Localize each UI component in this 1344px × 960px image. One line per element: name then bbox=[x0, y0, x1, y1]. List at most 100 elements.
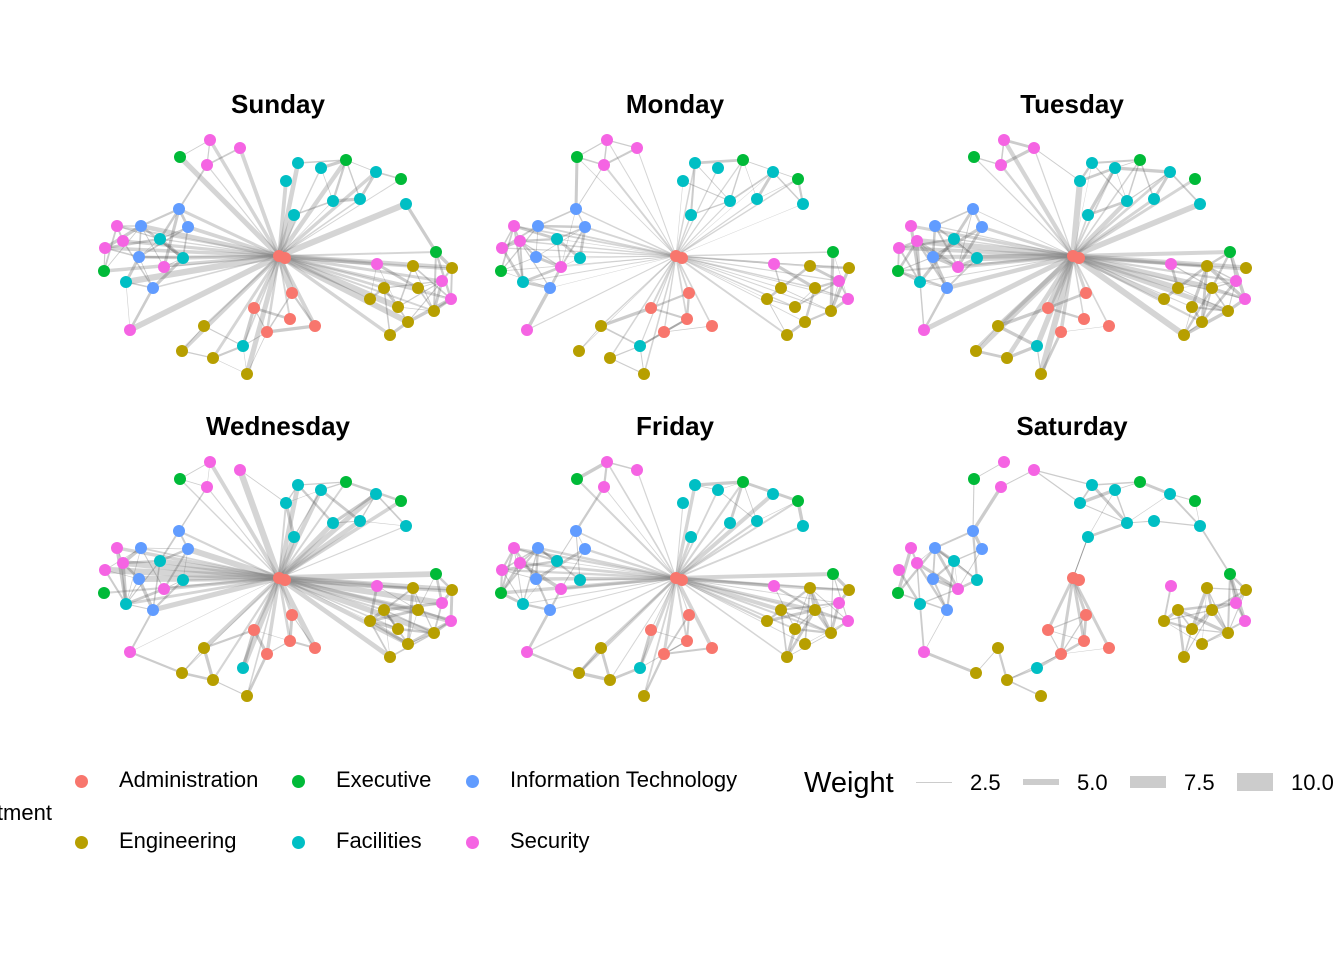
edge bbox=[934, 208, 974, 227]
edge bbox=[526, 650, 580, 675]
edge bbox=[1071, 253, 1186, 338]
node-information-technology bbox=[544, 604, 556, 616]
edge bbox=[163, 576, 280, 591]
edge bbox=[1072, 253, 1213, 291]
edge bbox=[909, 225, 922, 283]
edge bbox=[383, 609, 435, 634]
edge bbox=[138, 255, 184, 260]
edge bbox=[575, 530, 581, 581]
edge bbox=[675, 576, 811, 590]
edge bbox=[1126, 159, 1141, 202]
node-engineering bbox=[1172, 282, 1184, 294]
edge bbox=[152, 255, 280, 289]
node-security bbox=[117, 557, 129, 569]
edge bbox=[600, 306, 652, 328]
node-facilities bbox=[315, 162, 327, 174]
edge bbox=[945, 560, 956, 611]
node-engineering bbox=[825, 627, 837, 639]
node-engineering bbox=[809, 604, 821, 616]
node-security bbox=[514, 235, 526, 247]
edge bbox=[1033, 469, 1081, 504]
edge bbox=[1199, 525, 1231, 575]
edge bbox=[922, 253, 1075, 333]
edge bbox=[278, 255, 291, 320]
edge bbox=[1200, 265, 1209, 323]
node-executive bbox=[430, 568, 442, 580]
edge bbox=[1047, 306, 1085, 321]
edge bbox=[922, 287, 949, 331]
edge bbox=[266, 324, 316, 334]
edge bbox=[103, 576, 280, 595]
edge bbox=[501, 559, 558, 572]
edge bbox=[932, 254, 1074, 259]
edge bbox=[675, 255, 811, 267]
edge bbox=[129, 609, 154, 653]
node-information-technology bbox=[927, 573, 939, 585]
edge bbox=[809, 587, 849, 622]
edge bbox=[675, 214, 692, 257]
node-facilities bbox=[177, 574, 189, 586]
panel-title: Saturday bbox=[1016, 411, 1128, 441]
node-security bbox=[1230, 597, 1242, 609]
node-engineering bbox=[1001, 674, 1013, 686]
edge bbox=[1205, 264, 1247, 301]
node-executive bbox=[495, 265, 507, 277]
edge bbox=[579, 255, 677, 259]
edge bbox=[898, 238, 955, 249]
edge bbox=[1072, 253, 1179, 291]
edge bbox=[277, 576, 392, 659]
edge bbox=[138, 574, 280, 583]
node-administration bbox=[1073, 574, 1085, 586]
node-engineering bbox=[595, 642, 607, 654]
edge bbox=[331, 159, 348, 202]
legend-weight-label: 7.5 bbox=[1184, 770, 1215, 795]
edge bbox=[203, 628, 255, 650]
edge bbox=[923, 609, 948, 653]
edge bbox=[1079, 502, 1128, 524]
node-executive bbox=[792, 173, 804, 185]
edge bbox=[957, 208, 974, 268]
legend-label: Security bbox=[510, 828, 590, 853]
node-executive bbox=[174, 151, 186, 163]
node-security bbox=[1028, 464, 1040, 476]
edge bbox=[780, 609, 832, 634]
edge bbox=[242, 255, 280, 347]
edge bbox=[397, 627, 435, 635]
node-engineering bbox=[1222, 305, 1234, 317]
node-facilities bbox=[751, 193, 763, 205]
edge bbox=[1210, 251, 1232, 289]
edge bbox=[212, 577, 280, 681]
edge bbox=[934, 530, 974, 549]
edge bbox=[675, 577, 788, 658]
node-security bbox=[952, 261, 964, 273]
edge bbox=[694, 480, 744, 487]
edge bbox=[1091, 162, 1128, 202]
edge bbox=[1034, 254, 1076, 348]
node-administration bbox=[248, 302, 260, 314]
edge bbox=[278, 167, 322, 257]
node-facilities bbox=[1086, 157, 1098, 169]
edge bbox=[1090, 483, 1129, 525]
edge bbox=[575, 164, 605, 210]
edge bbox=[675, 255, 782, 289]
edge bbox=[675, 180, 684, 257]
node-engineering bbox=[789, 623, 801, 635]
edge bbox=[519, 237, 558, 243]
node-security bbox=[496, 242, 508, 254]
edges bbox=[103, 139, 454, 375]
node-engineering bbox=[804, 260, 816, 272]
node-security bbox=[204, 134, 216, 146]
edge bbox=[675, 255, 688, 320]
edge bbox=[773, 584, 816, 612]
node-administration bbox=[284, 313, 296, 325]
node-administration bbox=[683, 609, 695, 621]
node-engineering bbox=[198, 642, 210, 654]
node-security bbox=[768, 258, 780, 270]
node-engineering bbox=[1158, 615, 1170, 627]
edge bbox=[500, 247, 525, 283]
edge bbox=[104, 569, 127, 605]
edge bbox=[103, 254, 280, 273]
node-engineering bbox=[604, 674, 616, 686]
node-administration bbox=[683, 287, 695, 299]
edge bbox=[575, 530, 677, 579]
